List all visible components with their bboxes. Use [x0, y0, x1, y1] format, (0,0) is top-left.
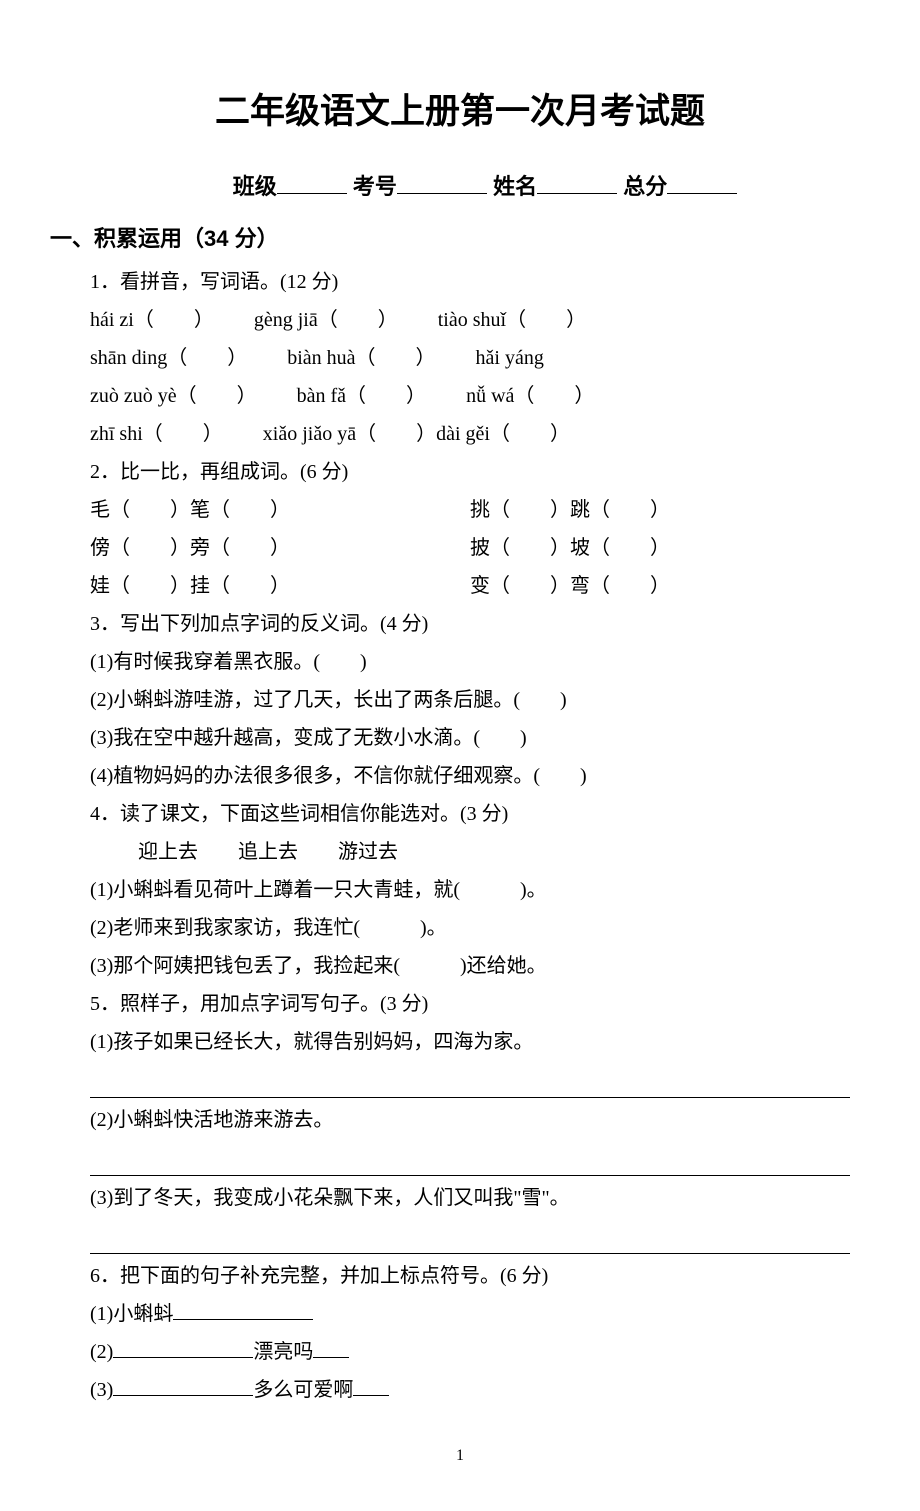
answer-blank: [113, 1376, 253, 1396]
q6-i1-pre: (1)小蝌蚪: [90, 1303, 173, 1325]
q4-item: (1)小蝌蚪看见荷叶上蹲着一只大青蛙，就( )。: [90, 872, 850, 908]
q6-i2-pre: (2): [90, 1341, 113, 1363]
q1-item: hǎi yáng: [476, 340, 544, 376]
student-info-row: 班级 考号 姓名 总分: [70, 167, 850, 207]
q1-row2: shān ding（ ） biàn huà（ ） hǎi yáng: [90, 340, 850, 376]
content-body: 1．看拼音，写词语。(12 分) hái zi（ ） gèng jiā（ ） t…: [70, 264, 850, 1408]
q5-item: (3)到了冬天，我变成小花朵飘下来，人们又叫我"雪"。: [90, 1180, 850, 1216]
q4-prompt: 4．读了课文，下面这些词相信你能选对。(3 分): [90, 796, 850, 832]
q3-prompt: 3．写出下列加点字词的反义词。(4 分): [90, 606, 850, 642]
examno-label: 考号: [353, 174, 397, 199]
total-blank: [667, 172, 737, 194]
q3-item: (1)有时候我穿着黑衣服。( ): [90, 644, 850, 680]
name-blank: [537, 172, 617, 194]
q1-item: zhī shi（ ）: [90, 416, 223, 452]
q2-pair: 变（ ）弯（ ）: [470, 568, 850, 604]
total-label: 总分: [623, 174, 667, 199]
answer-blank: [353, 1376, 389, 1396]
q6-i3-pre: (3): [90, 1379, 113, 1401]
page-number: 1: [70, 1442, 850, 1471]
q2-pair: 毛（ ）笔（ ）: [90, 492, 470, 528]
q2-pair: 傍（ ）旁（ ）: [90, 530, 470, 566]
q6-item3: (3) 多么可爱啊: [90, 1372, 850, 1408]
q4-options: 迎上去 追上去 游过去: [90, 834, 850, 870]
section1-heading: 一、积累运用（34 分）: [50, 219, 850, 259]
answer-blank: [113, 1338, 253, 1358]
q4-item: (3)那个阿姨把钱包丢了，我捡起来( )还给她。: [90, 948, 850, 984]
answer-line: [90, 1140, 850, 1176]
answer-line: [90, 1062, 850, 1098]
class-blank: [277, 172, 347, 194]
q3-item: (3)我在空中越升越高，变成了无数小水滴。( ): [90, 720, 850, 756]
answer-blank: [173, 1300, 313, 1320]
q1-item: gèng jiā（ ）: [254, 302, 398, 338]
q2-pair: 娃（ ）挂（ ）: [90, 568, 470, 604]
q2-pair: 披（ ）坡（ ）: [470, 530, 850, 566]
q3-item: (4)植物妈妈的办法很多很多，不信你就仔细观察。( ): [90, 758, 850, 794]
q6-item2: (2) 漂亮吗: [90, 1334, 850, 1370]
page-title: 二年级语文上册第一次月考试题: [70, 80, 850, 143]
q4-item: (2)老师来到我家家访，我连忙( )。: [90, 910, 850, 946]
q5-prompt: 5．照样子，用加点字词写句子。(3 分): [90, 986, 850, 1022]
q1-item: nǚ wá（ ）: [466, 378, 594, 414]
answer-blank: [313, 1338, 349, 1358]
name-label: 姓名: [493, 174, 537, 199]
q1-item: xiǎo jiǎo yā（ ）dài gěi（ ）: [263, 416, 570, 452]
q1-item: bàn fǎ（ ）: [297, 378, 426, 414]
q2-row: 毛（ ）笔（ ） 挑（ ）跳（ ）: [90, 492, 850, 528]
class-label: 班级: [233, 174, 277, 199]
q6-i3-mid: 多么可爱啊: [253, 1379, 353, 1401]
q1-item: biàn huà（ ）: [287, 340, 435, 376]
q6-i2-mid: 漂亮吗: [253, 1341, 313, 1363]
q1-row4: zhī shi（ ） xiǎo jiǎo yā（ ）dài gěi（ ）: [90, 416, 850, 452]
q1-row1: hái zi（ ） gèng jiā（ ） tiào shuǐ（ ）: [90, 302, 850, 338]
answer-line: [90, 1218, 850, 1254]
q1-item: zuò zuò yè（ ）: [90, 378, 257, 414]
examno-blank: [397, 172, 487, 194]
q2-row: 傍（ ）旁（ ） 披（ ）坡（ ）: [90, 530, 850, 566]
q1-item: hái zi（ ）: [90, 302, 214, 338]
q1-item: shān ding（ ）: [90, 340, 247, 376]
q3-item: (2)小蝌蚪游哇游，过了几天，长出了两条后腿。( ): [90, 682, 850, 718]
q1-item: tiào shuǐ（ ）: [438, 302, 586, 338]
q1-row3: zuò zuò yè（ ） bàn fǎ（ ） nǚ wá（ ）: [90, 378, 850, 414]
q1-prompt: 1．看拼音，写词语。(12 分): [90, 264, 850, 300]
q2-pair: 挑（ ）跳（ ）: [470, 492, 850, 528]
q5-item: (1)孩子如果已经长大，就得告别妈妈，四海为家。: [90, 1024, 850, 1060]
q2-prompt: 2．比一比，再组成词。(6 分): [90, 454, 850, 490]
q2-row: 娃（ ）挂（ ） 变（ ）弯（ ）: [90, 568, 850, 604]
q6-prompt: 6．把下面的句子补充完整，并加上标点符号。(6 分): [90, 1258, 850, 1294]
q5-item: (2)小蝌蚪快活地游来游去。: [90, 1102, 850, 1138]
